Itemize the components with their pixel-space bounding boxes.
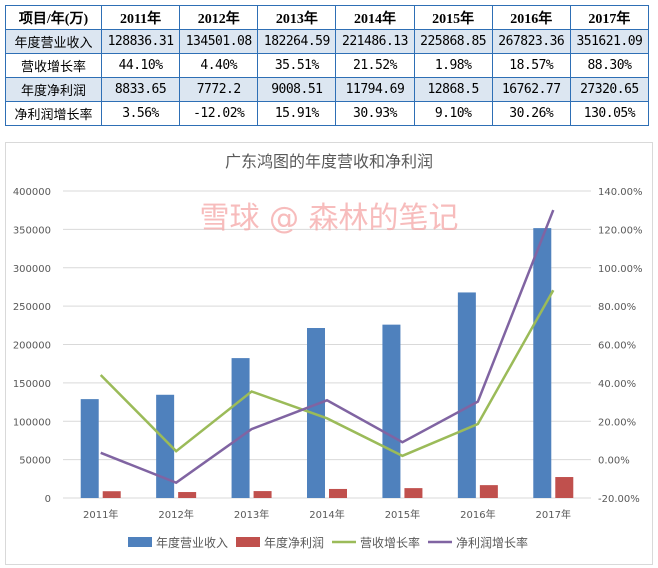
table-row: 净利润增长率 3.56% -12.02% 15.91% 30.93% 9.10% 30.26… (5, 101, 650, 126)
right-tick-label: 60.00% (598, 341, 636, 352)
table-cell: 9.10% (413, 101, 493, 126)
table-cell: 182264.59 (257, 29, 337, 54)
table-cell: -12.02% (179, 101, 259, 126)
legend-label: 净利润增长率 (456, 535, 528, 550)
left-tick-label: 150000 (13, 379, 51, 390)
table-cell: 3.56% (100, 101, 181, 126)
table-cell: 35.51% (257, 53, 337, 78)
bar-net-profit (253, 491, 272, 498)
left-tick-label: 50000 (19, 456, 51, 467)
left-tick-label: 200000 (13, 341, 51, 352)
table-cell: 221486.13 (335, 29, 415, 54)
left-tick-label: 0 (45, 494, 51, 505)
legend-swatch (128, 537, 152, 547)
chart: 广东鸿图的年度营收和净利润 0 50000 100000 150000 200000 250… (5, 142, 653, 565)
right-tick-label: 120.00% (598, 225, 643, 236)
table-cell: 16762.77 (491, 77, 571, 102)
row-header-cell: 年度营业收入 (5, 29, 102, 54)
watermark: 雪球 @ 森林的笔记 (199, 201, 458, 236)
table-cell: 18.57% (491, 53, 571, 78)
row-header-cell: 净利润增长率 (5, 101, 102, 126)
line-profit-growth (100, 209, 555, 485)
table-cell: 44.10% (100, 53, 181, 78)
table-cell: 12868.5 (413, 77, 493, 102)
header-cell: 2013年 (257, 5, 337, 30)
bar-revenue (457, 292, 476, 498)
right-tick-label: -20.00% (598, 494, 640, 505)
table-cell: 130.05% (569, 101, 650, 126)
right-tick-label: 80.00% (598, 302, 636, 313)
data-table: 项目/年(万) 2011年 2012年 2013年 2014年 2015年 20… (5, 5, 650, 126)
bar-net-profit (404, 488, 423, 498)
x-tick-label: 2011年 (83, 508, 118, 521)
x-tick-label: 2013年 (234, 508, 269, 521)
table-cell: 27320.65 (569, 77, 650, 102)
x-tick-label: 2017年 (536, 508, 571, 521)
table-cell: 88.30% (569, 53, 650, 78)
right-tick-label: 100.00% (598, 264, 643, 275)
bar-revenue (80, 399, 99, 498)
header-cell: 2011年 (100, 5, 181, 30)
table-cell: 351621.09 (569, 29, 650, 54)
table-cell: 4.40% (179, 53, 259, 78)
right-tick-label: 0.00% (598, 456, 630, 467)
chart-svg: 广东鸿图的年度营收和净利润 0 50000 100000 150000 200000 250… (13, 152, 643, 550)
table-cell: 134501.08 (179, 29, 259, 54)
header-cell: 2015年 (413, 5, 493, 30)
table-cell: 21.52% (335, 53, 415, 78)
table-cell: 225868.85 (413, 29, 493, 54)
chart-title: 广东鸿图的年度营收和净利润 (225, 152, 433, 171)
header-cell: 2012年 (179, 5, 259, 30)
x-tick-label: 2016年 (460, 508, 495, 521)
table-cell: 267823.36 (491, 29, 571, 54)
table-row: 年度净利润 8833.65 7772.2 9008.51 11794.69 12868.5… (5, 77, 650, 102)
table-cell: 7772.2 (179, 77, 259, 102)
line-revenue-growth (99, 289, 555, 458)
left-tick-label: 400000 (13, 187, 51, 198)
left-tick-label: 300000 (13, 264, 51, 275)
right-tick-label: 40.00% (598, 379, 636, 390)
header-cell: 2017年 (569, 5, 650, 30)
header-cell: 项目/年(万) (5, 5, 102, 30)
bar-revenue (231, 358, 250, 498)
bar-revenue (533, 228, 552, 499)
table-cell: 8833.65 (100, 77, 181, 102)
bar-revenue (307, 328, 325, 498)
bar-net-profit (329, 488, 347, 498)
table-cell: 30.93% (335, 101, 415, 126)
legend-label: 营收增长率 (360, 535, 420, 550)
x-tick-label: 2014年 (309, 508, 344, 521)
x-tick-label: 2012年 (158, 508, 193, 521)
table-row: 年度营业收入 128836.31 134501.08 182264.59 221486.… (5, 29, 650, 54)
left-tick-label: 100000 (13, 417, 51, 428)
x-tick-label: 2015年 (385, 508, 420, 521)
table-header-row: 项目/年(万) 2011年 2012年 2013年 2014年 2015年 20… (5, 5, 650, 30)
table-cell: 128836.31 (100, 29, 181, 54)
bar-net-profit (479, 485, 498, 498)
row-header-cell: 营收增长率 (5, 53, 102, 78)
legend-swatch (236, 537, 260, 547)
table-cell: 30.26% (491, 101, 571, 126)
left-tick-label: 250000 (13, 302, 51, 313)
row-header-cell: 年度净利润 (5, 77, 102, 102)
bar-net-profit (555, 477, 574, 498)
table-cell: 1.98% (413, 53, 493, 78)
left-tick-label: 350000 (13, 225, 51, 236)
table-cell: 15.91% (257, 101, 337, 126)
right-tick-label: 20.00% (598, 417, 636, 428)
header-cell: 2014年 (335, 5, 415, 30)
bar-revenue (156, 394, 175, 498)
right-tick-label: 140.00% (598, 187, 643, 198)
table-cell: 9008.51 (257, 77, 337, 102)
table-cell: 11794.69 (335, 77, 415, 102)
legend-label: 年度净利润 (264, 535, 324, 550)
bar-net-profit (178, 492, 197, 498)
legend-label: 年度营业收入 (156, 535, 228, 550)
bar-revenue (382, 324, 401, 498)
bar-net-profit (102, 491, 121, 498)
table-row: 营收增长率 44.10% 4.40% 35.51% 21.52% 1.98% 18.57% 8… (5, 53, 650, 78)
header-cell: 2016年 (491, 5, 571, 30)
